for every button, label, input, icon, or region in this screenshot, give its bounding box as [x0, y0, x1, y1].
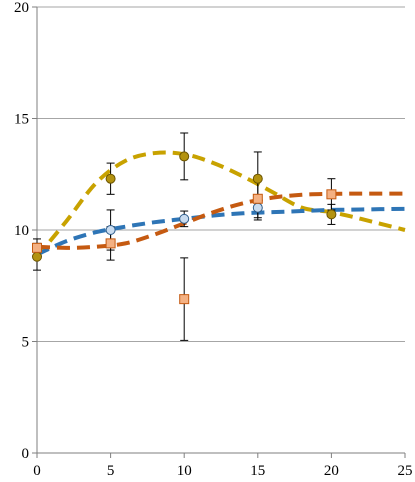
y-tick-label-5: 5 [22, 335, 30, 351]
fit-curves [35, 150, 406, 259]
axes [32, 6, 406, 458]
x-tick-label-15: 15 [250, 463, 265, 479]
data-markers [32, 151, 337, 305]
series-0-point-3 [252, 173, 263, 184]
x-tick-label-20: 20 [324, 463, 339, 479]
series-2-fit-curve [36, 191, 406, 250]
series-1-point-0 [105, 225, 116, 235]
x-tick-label-5: 5 [107, 463, 115, 479]
series-2-point-2 [179, 294, 190, 305]
y-tick-label-10: 10 [14, 223, 29, 239]
series-0-point-4 [326, 209, 337, 220]
series-2-point-1 [105, 238, 116, 249]
tick-labels: 0 5 10 15 20 0 5 10 15 20 25 [14, 0, 413, 479]
x-tick-label-10: 10 [177, 463, 192, 479]
gridlines [37, 6, 405, 342]
y-tick-label-15: 15 [14, 112, 29, 128]
series-2-point-3 [252, 193, 263, 204]
series-0-point-1 [105, 173, 116, 184]
series-2-point-0 [32, 242, 42, 253]
series-0-fit-curve [35, 150, 406, 259]
series-2-point-4 [326, 189, 337, 200]
x-tick-label-25: 25 [398, 463, 413, 479]
series-0-point-0 [32, 251, 42, 262]
x-tick-label-0: 0 [33, 463, 41, 479]
series-0-point-2 [179, 151, 190, 162]
y-tick-label-20: 20 [14, 0, 29, 16]
series-1-point-1 [179, 213, 190, 224]
series-1-point-2 [252, 202, 263, 213]
y-tick-label-0: 0 [22, 446, 30, 462]
